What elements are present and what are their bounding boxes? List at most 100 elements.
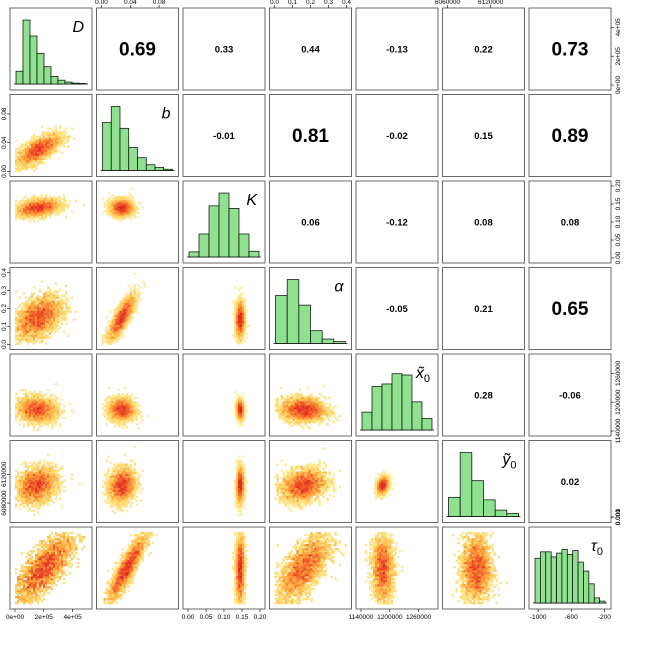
density-tile [129,459,132,462]
density-tile [33,139,36,142]
density-tile [53,536,56,539]
density-tile [298,499,301,502]
density-tile [61,133,64,136]
density-tile [41,403,44,406]
hist-bar [218,192,230,258]
density-tile [318,405,321,408]
density-tile [238,397,241,400]
density-tile [25,475,28,478]
density-tile [23,306,26,309]
density-tile [25,206,28,209]
density-tile [383,475,386,478]
density-tile [59,538,62,541]
density-tile [310,395,313,398]
density-tile [29,218,32,221]
density-tile [101,340,104,343]
density-tile [123,296,126,299]
density-tile [383,491,386,494]
density-tile [234,306,237,309]
density-tile [238,469,241,472]
density-tile [31,475,34,478]
density-tile [51,419,54,422]
density-tile [43,592,46,595]
density-tile [246,489,249,492]
density-tile [242,312,245,315]
density-tile [111,417,114,420]
density-tile [41,328,44,331]
density-tile [133,302,136,305]
density-tile [117,312,120,315]
density-tile [387,483,390,486]
density-tile [33,497,36,500]
density-tile [29,298,32,301]
density-tile [41,202,44,205]
density-tile [105,208,108,211]
density-tile [33,415,36,418]
density-tile [55,326,58,329]
density-tile [111,491,114,494]
density-tile [57,397,60,400]
density-tile [125,493,128,496]
density-tile [39,212,42,215]
density-tile [308,467,311,470]
density-tile [49,413,52,416]
density-tile [55,548,58,551]
density-tile [129,294,132,297]
density-tile [53,578,56,581]
density-tile [19,169,22,172]
density-tile [123,491,126,494]
density-tile [55,290,58,293]
density-tile [43,477,46,480]
density-tile [119,202,122,205]
density-tile [53,137,56,140]
density-tile [111,340,114,343]
density-tile [55,129,58,132]
density-tile [119,497,122,500]
density-tile [125,479,128,482]
density-tile [276,481,279,484]
density-tile [47,290,50,293]
density-tile [338,485,341,488]
density-tile [131,294,134,297]
density-tile [15,204,18,207]
density-tile [15,216,18,219]
density-tile [67,145,70,148]
density-tile [113,489,116,492]
density-tile [25,592,28,595]
density-tile [389,475,392,478]
density-tile [35,556,38,559]
density-tile [320,421,323,424]
density-tile [57,415,60,418]
variable-label-K: K [246,192,258,209]
density-tile [39,505,42,508]
density-tile [316,479,319,482]
density-tile [304,419,307,422]
density-tile [23,214,26,217]
density-tile [127,316,130,319]
density-tile [242,493,245,496]
density-tile [322,481,325,484]
density-tile [27,334,30,337]
density-tile [41,562,44,565]
density-tile [59,131,62,134]
density-tile [73,554,76,557]
density-tile [31,602,34,605]
density-tile [25,600,28,603]
density-tile [45,200,48,203]
density-tile [25,397,28,400]
density-tile [19,332,22,335]
density-tile [33,200,36,203]
density-tile [296,403,299,406]
density-tile [117,208,120,211]
density-tile [119,302,122,305]
density-tile [302,401,305,404]
density-tile [234,330,237,333]
density-tile [284,489,287,492]
density-tile [35,411,38,414]
density-tile [37,578,40,581]
density-tile [133,491,136,494]
density-tile [47,202,50,205]
density-tile [59,566,62,569]
density-tile [25,149,28,152]
density-tile [51,141,54,144]
